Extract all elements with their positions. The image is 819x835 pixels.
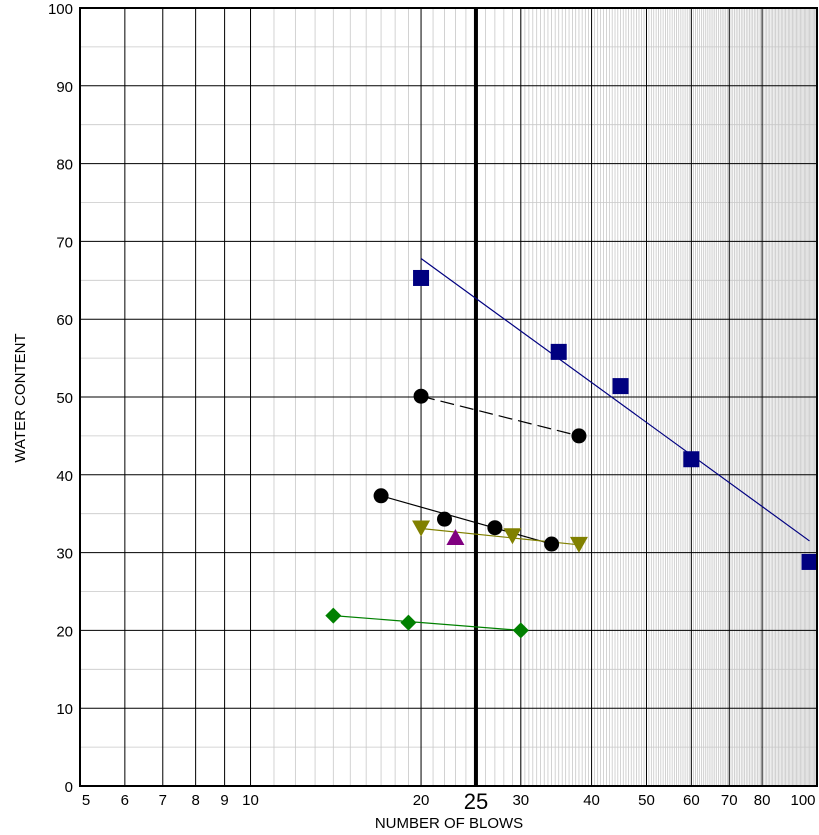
x-tick-label: 9 [220,792,228,809]
point-series-1 [550,343,567,360]
point-series-4 [569,536,588,553]
plot-frame [79,7,818,787]
data-markers [325,269,818,639]
y-tick-label: 60 [56,312,73,329]
point-series-2 [571,428,587,444]
point-series-6 [512,622,529,639]
y-tick-label: 30 [56,546,73,563]
point-series-1 [683,451,700,468]
trendline-series-6 [333,615,521,631]
x-tick-label: 6 [121,792,129,809]
y-tick-label: 0 [65,779,73,796]
x-axis-label: NUMBER OF BLOWS [375,815,523,832]
point-series-1 [413,269,430,286]
point-series-3 [487,520,503,536]
point-series-1 [801,553,818,570]
y-tick-label: 50 [56,390,73,407]
y-tick-label: 40 [56,468,73,485]
trendline-series-2 [420,395,580,437]
y-tick-label: 80 [56,157,73,174]
point-series-6 [400,614,417,631]
point-series-2 [413,388,429,404]
x-tick-label: 30 [512,792,529,809]
y-tick-label: 20 [56,623,73,640]
trendline-series-3 [380,495,552,545]
y-tick-label: 70 [56,234,73,251]
x-tick-label: 100 [790,792,815,809]
y-tick-label: 100 [48,1,73,18]
point-series-4 [412,520,431,537]
x-tick-label: 5 [82,792,90,809]
point-series-3 [436,511,452,527]
x-tick-label: 80 [754,792,771,809]
x-tick-label: 7 [159,792,167,809]
x-tick-labels: 5 6 7 8 9 10 20 25 30 40 50 60 70 80 100 [82,789,816,814]
point-series-1 [612,378,629,395]
x-tick-label: 70 [721,792,738,809]
point-series-6 [325,607,342,624]
x-tick-label-25: 25 [464,789,488,814]
x-tick-label: 10 [242,792,259,809]
x-tick-label: 40 [583,792,600,809]
point-series-3 [373,488,389,504]
point-series-5 [446,529,465,546]
x-tick-label: 20 [413,792,430,809]
y-axis-label: WATER CONTENT [12,333,29,462]
y-tick-label: 10 [56,701,73,718]
x-tick-label: 8 [191,792,199,809]
y-tick-labels: 0 10 20 30 40 50 60 70 80 90 100 [48,1,73,796]
x-tick-label: 60 [683,792,700,809]
point-series-3 [544,536,560,552]
point-series-4 [503,528,522,545]
x-tick-label: 50 [638,792,655,809]
y-tick-label: 90 [56,79,73,96]
trendline-series-1 [420,258,810,542]
